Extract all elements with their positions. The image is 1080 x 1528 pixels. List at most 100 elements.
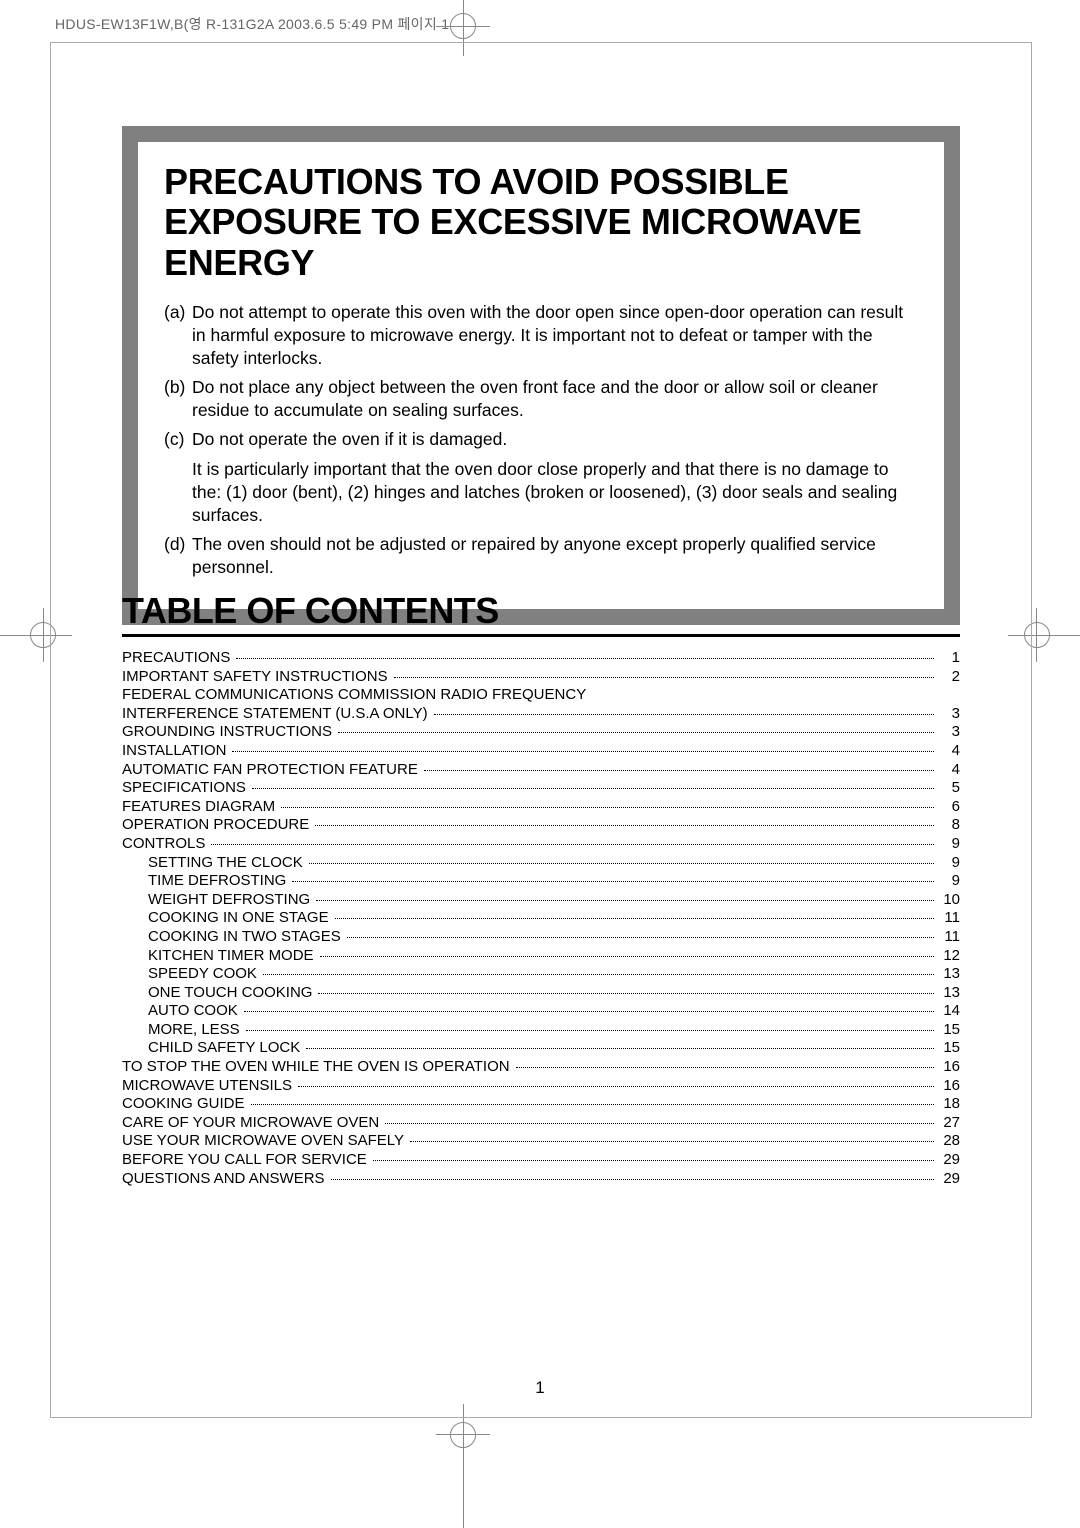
toc-leader-dots [252, 788, 934, 789]
toc-label: GROUNDING INSTRUCTIONS [122, 723, 336, 742]
precaution-marker: (b) [164, 376, 192, 422]
toc-label: SPEEDY COOK [148, 965, 261, 984]
toc-page: 16 [936, 1058, 960, 1077]
toc-row: CHILD SAFETY LOCK15 [122, 1039, 960, 1058]
toc-leader-dots [211, 844, 934, 845]
toc-row: KITCHEN TIMER MODE12 [122, 947, 960, 966]
toc-leader-dots [385, 1123, 934, 1124]
toc-label: FEATURES DIAGRAM [122, 798, 279, 817]
toc-label: IMPORTANT SAFETY INSTRUCTIONS [122, 668, 392, 687]
toc-row: ONE TOUCH COOKING13 [122, 984, 960, 1003]
toc-page: 1 [936, 649, 960, 668]
toc-label: TIME DEFROSTING [148, 872, 290, 891]
toc-page: 3 [936, 723, 960, 742]
toc-leader-dots [338, 732, 934, 733]
precaution-text: The oven should not be adjusted or repai… [192, 533, 918, 579]
toc-label: QUESTIONS AND ANSWERS [122, 1170, 329, 1189]
toc-label: SETTING THE CLOCK [148, 854, 307, 873]
toc-row: SPEEDY COOK 13 [122, 965, 960, 984]
toc-page: 29 [936, 1151, 960, 1170]
toc-leader-dots [373, 1160, 934, 1161]
toc-leader-dots [292, 881, 934, 882]
toc-leader-dots [251, 1104, 934, 1105]
toc-leader-dots [424, 770, 934, 771]
precaution-item: (d)The oven should not be adjusted or re… [164, 533, 918, 579]
toc-label: COOKING GUIDE [122, 1095, 249, 1114]
toc-label: MORE, LESS [148, 1021, 244, 1040]
toc-label: COOKING IN ONE STAGE [148, 909, 333, 928]
toc-leader-dots [306, 1048, 934, 1049]
precautions-title: PRECAUTIONS TO AVOID POSSIBLE EXPOSURE T… [164, 162, 918, 283]
precaution-text: Do not place any object between the oven… [192, 376, 918, 422]
precaution-text: Do not operate the oven if it is damaged… [192, 428, 918, 451]
toc-leader-dots [335, 918, 934, 919]
toc-label: CONTROLS [122, 835, 209, 854]
toc-row: INTERFERENCE STATEMENT (U.S.A ONLY)3 [122, 705, 960, 724]
toc-page: 8 [936, 816, 960, 835]
toc-page: 27 [936, 1114, 960, 1133]
toc-row: CARE OF YOUR MICROWAVE OVEN 27 [122, 1114, 960, 1133]
toc-label: USE YOUR MICROWAVE OVEN SAFELY [122, 1132, 408, 1151]
toc-row: SETTING THE CLOCK9 [122, 854, 960, 873]
toc-leader-dots [434, 714, 934, 715]
toc-label: CARE OF YOUR MICROWAVE OVEN [122, 1114, 383, 1133]
toc-leader-dots [298, 1086, 934, 1087]
toc-page: 5 [936, 779, 960, 798]
precautions-list: (a)Do not attempt to operate this oven w… [164, 301, 918, 579]
toc-page: 18 [936, 1095, 960, 1114]
toc-row: IMPORTANT SAFETY INSTRUCTIONS2 [122, 668, 960, 687]
toc-row: MICROWAVE UTENSILS16 [122, 1077, 960, 1096]
toc-row: OPERATION PROCEDURE 8 [122, 816, 960, 835]
toc-leader-dots [263, 974, 934, 975]
toc-page: 11 [936, 928, 960, 947]
table-of-contents: TABLE OF CONTENTS PRECAUTIONS1IMPORTANT … [122, 590, 960, 1188]
toc-leader-dots [394, 677, 934, 678]
toc-page: 11 [936, 909, 960, 928]
toc-page: 29 [936, 1170, 960, 1189]
toc-page: 10 [936, 891, 960, 910]
precaution-marker: (d) [164, 533, 192, 579]
toc-leader-dots [315, 825, 934, 826]
toc-label: CHILD SAFETY LOCK [148, 1039, 304, 1058]
toc-label: WEIGHT DEFROSTING [148, 891, 314, 910]
toc-leader-dots [410, 1141, 934, 1142]
toc-leader-dots [331, 1179, 934, 1180]
toc-page: 6 [936, 798, 960, 817]
toc-label: AUTOMATIC FAN PROTECTION FEATURE [122, 761, 422, 780]
toc-leader-dots [318, 993, 934, 994]
toc-row: QUESTIONS AND ANSWERS 29 [122, 1170, 960, 1189]
precaution-item: (b)Do not place any object between the o… [164, 376, 918, 422]
toc-page: 3 [936, 705, 960, 724]
toc-row: SPECIFICATIONS 5 [122, 779, 960, 798]
toc-label: MICROWAVE UTENSILS [122, 1077, 296, 1096]
toc-leader-dots [309, 863, 934, 864]
toc-label: KITCHEN TIMER MODE [148, 947, 318, 966]
toc-title: TABLE OF CONTENTS [122, 590, 960, 637]
toc-label: OPERATION PROCEDURE [122, 816, 313, 835]
toc-label: BEFORE YOU CALL FOR SERVICE [122, 1151, 371, 1170]
toc-leader-dots [516, 1067, 934, 1068]
toc-row: INSTALLATION4 [122, 742, 960, 761]
toc-list: PRECAUTIONS1IMPORTANT SAFETY INSTRUCTION… [122, 649, 960, 1188]
toc-page: 9 [936, 872, 960, 891]
toc-row: MORE, LESS 15 [122, 1021, 960, 1040]
toc-label: ONE TOUCH COOKING [148, 984, 316, 1003]
toc-label: AUTO COOK [148, 1002, 242, 1021]
toc-row: FEATURES DIAGRAM 6 [122, 798, 960, 817]
toc-page: 14 [936, 1002, 960, 1021]
toc-leader-dots [281, 807, 934, 808]
precaution-text: Do not attempt to operate this oven with… [192, 301, 918, 370]
toc-label: SPECIFICATIONS [122, 779, 250, 798]
toc-row: WEIGHT DEFROSTING 10 [122, 891, 960, 910]
toc-label: PRECAUTIONS [122, 649, 234, 668]
toc-row: PRECAUTIONS 1 [122, 649, 960, 668]
toc-page: 15 [936, 1021, 960, 1040]
toc-page: 9 [936, 835, 960, 854]
toc-row: TO STOP THE OVEN WHILE THE OVEN IS OPERA… [122, 1058, 960, 1077]
precautions-box: PRECAUTIONS TO AVOID POSSIBLE EXPOSURE T… [122, 126, 960, 625]
toc-label: COOKING IN TWO STAGES [148, 928, 345, 947]
toc-page: 13 [936, 965, 960, 984]
toc-row: GROUNDING INSTRUCTIONS 3 [122, 723, 960, 742]
toc-label: TO STOP THE OVEN WHILE THE OVEN IS OPERA… [122, 1058, 514, 1077]
toc-row: BEFORE YOU CALL FOR SERVICE 29 [122, 1151, 960, 1170]
